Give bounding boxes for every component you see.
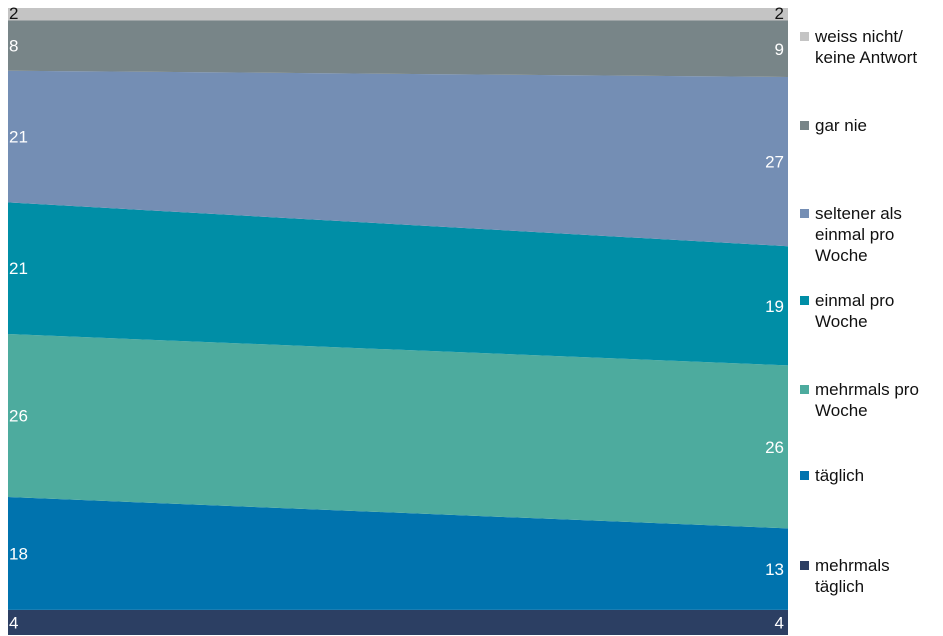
legend-item-mehrmals-pro-woche: mehrmals pro Woche	[800, 379, 919, 421]
data-label: 21	[9, 259, 28, 278]
data-label: 2	[775, 4, 784, 23]
area-mehrmals-täglich	[8, 609, 788, 635]
legend-item-gar-nie: gar nie	[800, 115, 867, 136]
data-label: 26	[9, 407, 28, 426]
legend-item-einmal-pro-woche: einmal pro Woche	[800, 290, 894, 332]
legend-label: täglich	[815, 466, 865, 485]
legend-swatch	[800, 561, 809, 570]
data-label: 2	[9, 4, 18, 23]
area-einmal-pro-woche	[8, 202, 788, 366]
legend-swatch	[800, 471, 809, 480]
data-label: 19	[765, 297, 784, 316]
area-mehrmals-pro-woche	[8, 334, 788, 529]
data-label: 8	[9, 37, 18, 56]
data-labels: 4 4 18 13 26 26 21 19 21 27 8 9 2 2	[9, 4, 784, 632]
legend-item-taeglich: täglich	[800, 465, 864, 486]
data-label: 18	[9, 544, 28, 563]
legend-label: weiss nicht/ keine Antwort	[815, 27, 918, 67]
legend-swatch	[800, 296, 809, 305]
legend-label: mehrmals täglich	[815, 556, 890, 596]
legend-label: einmal pro Woche	[815, 291, 895, 331]
legend-swatch	[800, 121, 809, 130]
data-label: 21	[9, 128, 28, 147]
legend-label: seltener als einmal pro Woche	[815, 204, 902, 265]
data-label: 13	[765, 560, 784, 579]
legend-item-seltener: seltener als einmal pro Woche	[800, 203, 902, 266]
data-label: 26	[765, 438, 784, 457]
area-weiss-nicht-keine-antwort	[8, 8, 788, 21]
area-layers	[8, 8, 788, 635]
area-seltener-als-einmal-pro-woche	[8, 70, 788, 247]
data-label: 4	[9, 613, 18, 632]
area-täglich	[8, 497, 788, 610]
legend-swatch	[800, 209, 809, 218]
legend-label: mehrmals pro Woche	[815, 380, 919, 420]
data-label: 9	[775, 40, 784, 59]
area-gar-nie	[8, 20, 788, 77]
data-label: 4	[775, 613, 784, 632]
legend-swatch	[800, 32, 809, 41]
legend-item-keine-antwort: weiss nicht/ keine Antwort	[800, 26, 917, 68]
data-label: 27	[765, 153, 784, 172]
legend-item-mehrmals-taeglich: mehrmals täglich	[800, 555, 890, 597]
legend-label: gar nie	[815, 116, 867, 135]
legend-swatch	[800, 385, 809, 394]
